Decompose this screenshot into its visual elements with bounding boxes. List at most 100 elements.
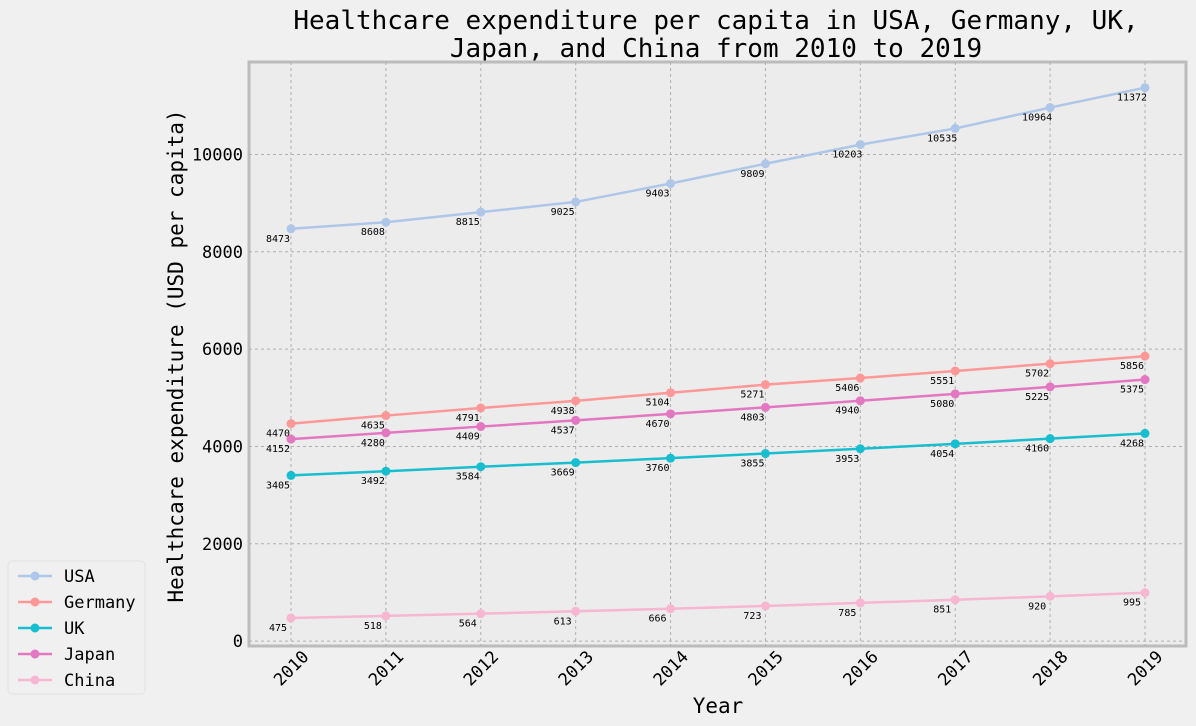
data-label: 5104 [646, 398, 670, 409]
data-point [760, 601, 770, 611]
data-point [760, 449, 770, 459]
data-label: 4537 [551, 425, 575, 436]
x-tick-label: 2019 [1124, 647, 1167, 690]
data-label: 4409 [456, 432, 480, 443]
data-point [286, 434, 296, 444]
legend-label: China [64, 671, 115, 691]
data-point [381, 611, 391, 621]
legend-swatch-marker [30, 571, 40, 581]
data-point [286, 419, 296, 429]
data-label: 3492 [361, 476, 385, 487]
data-label: 5702 [1025, 369, 1049, 380]
data-label: 613 [554, 616, 572, 627]
legend-label: Japan [64, 645, 115, 665]
legend-swatch-marker [30, 597, 40, 607]
x-tick-label: 2017 [934, 647, 977, 690]
data-label: 4791 [456, 413, 480, 424]
series-line [290, 591, 1146, 620]
data-label: 10203 [832, 150, 862, 161]
data-label: 5856 [1120, 361, 1144, 372]
data-label: 3584 [456, 472, 480, 483]
data-label: 11372 [1117, 93, 1147, 104]
x-tick-label: 2012 [460, 647, 503, 690]
data-label: 5225 [1025, 392, 1049, 403]
x-tick-label: 2010 [270, 647, 313, 690]
data-label: 851 [933, 605, 951, 616]
data-label: 8473 [266, 234, 290, 245]
data-point [571, 197, 581, 207]
data-point [855, 140, 865, 150]
data-point [1045, 103, 1055, 113]
chart-title-line-2: Japan, and China from 2010 to 2019 [450, 34, 982, 64]
data-label: 4940 [835, 406, 859, 417]
data-point [1140, 83, 1150, 93]
data-point [1140, 351, 1150, 361]
series-uk: 3405 3492 3584 3669 3760 3855 3953 4054 4160 4268 [266, 428, 1150, 491]
data-label: 785 [838, 608, 856, 619]
data-label: 5375 [1120, 385, 1144, 396]
series-germany: 4470 4635 4791 4938 5104 5271 5406 5551 5702 5856 [266, 351, 1150, 440]
data-label: 4635 [361, 421, 385, 432]
data-point [476, 403, 486, 413]
data-label: 666 [649, 614, 667, 625]
data-point [381, 428, 391, 438]
data-point [760, 380, 770, 390]
y-tick-label: 8000 [202, 243, 243, 263]
x-tick-label: 2018 [1029, 647, 1072, 690]
series-line [290, 378, 1146, 441]
data-point [760, 402, 770, 412]
data-point [1140, 428, 1150, 438]
data-point [950, 439, 960, 449]
data-point [760, 159, 770, 169]
data-label: 9809 [740, 169, 764, 180]
plot-area [247, 60, 1188, 648]
y-tick-label: 10000 [192, 145, 243, 165]
data-label: 475 [269, 623, 287, 634]
legend-swatch-marker [30, 675, 40, 685]
data-point [666, 388, 676, 398]
data-point [950, 366, 960, 376]
data-point [476, 462, 486, 472]
data-point [286, 470, 296, 480]
data-label: 4160 [1025, 444, 1049, 455]
data-point [476, 207, 486, 217]
data-point [1045, 382, 1055, 392]
data-label: 4938 [551, 406, 575, 417]
data-point [1140, 375, 1150, 385]
chart-title-line-1: Healthcare expenditure per capita in USA… [293, 6, 1138, 36]
data-point [666, 179, 676, 189]
data-label: 4280 [361, 438, 385, 449]
data-point [476, 609, 486, 619]
data-point [855, 373, 865, 383]
data-point [381, 466, 391, 476]
data-point [950, 595, 960, 605]
data-label: 10964 [1022, 113, 1052, 124]
data-point [666, 604, 676, 614]
y-axis-label: Healthcare expenditure (USD per capita) [164, 109, 188, 602]
data-point [950, 123, 960, 133]
x-tick-label: 2014 [650, 647, 693, 690]
data-label: 3855 [740, 459, 764, 470]
data-label: 9025 [551, 207, 575, 218]
data-label: 3953 [835, 454, 859, 465]
legend-box [7, 560, 146, 695]
data-point [855, 396, 865, 406]
data-label: 9403 [646, 189, 670, 200]
legend-label: Germany [64, 593, 136, 613]
data-label: 3669 [551, 468, 575, 479]
data-label: 723 [743, 611, 761, 622]
x-tick-label: 2011 [365, 647, 408, 690]
x-tick-label: 2015 [745, 647, 788, 690]
data-label: 3760 [646, 463, 670, 474]
data-label: 4268 [1120, 438, 1144, 449]
data-label: 4670 [646, 419, 670, 430]
y-tick-label: 0 [233, 632, 243, 652]
series-line [290, 432, 1146, 477]
data-label: 3405 [266, 480, 290, 491]
series-line [290, 86, 1146, 231]
data-point [1045, 359, 1055, 369]
data-point [855, 444, 865, 454]
y-tick-label: 6000 [202, 340, 243, 360]
series-layer: 8473 8608 8815 9025 9403 9809 10203 10535 10964 1… [266, 83, 1150, 634]
